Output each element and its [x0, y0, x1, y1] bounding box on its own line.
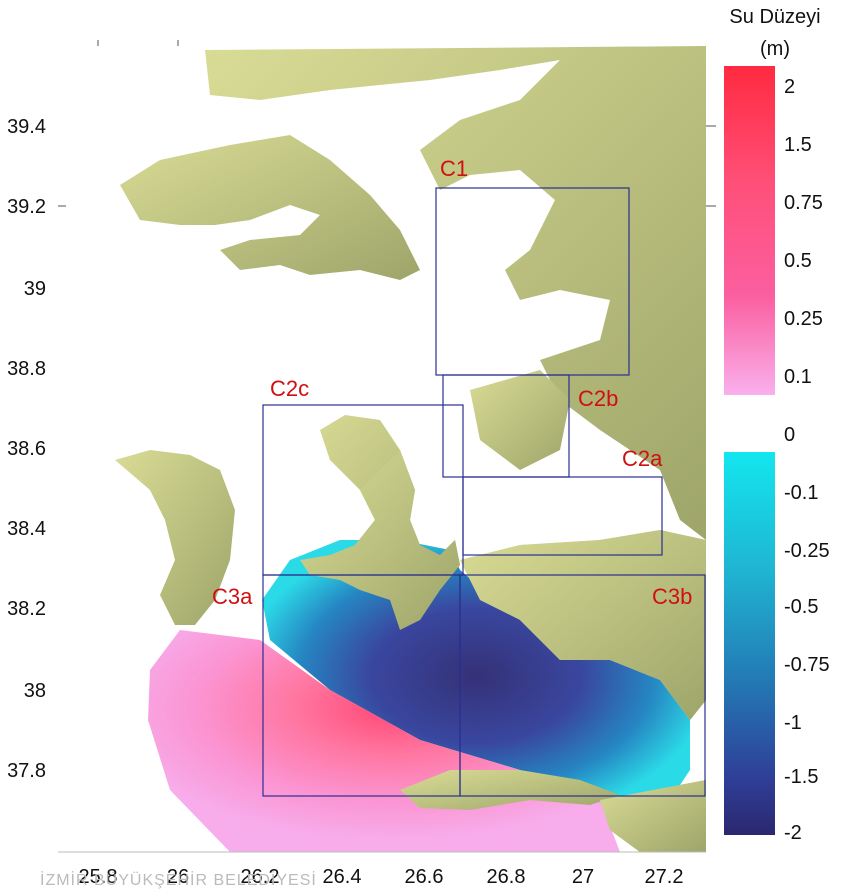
y-tick-label: 39 — [23, 278, 46, 300]
colorbar-label: -2 — [784, 822, 802, 844]
colorbar-label: -1.5 — [784, 766, 819, 788]
label-c3b: C3b — [652, 584, 693, 609]
x-tick-label: 26.8 — [486, 866, 526, 888]
x-tick-label: 25.8 — [78, 866, 118, 888]
colorbar-label: -0.25 — [784, 540, 830, 562]
colorbar-label: 2 — [784, 76, 796, 98]
x-tick-label: 26.2 — [240, 866, 280, 888]
label-c2b: C2b — [578, 386, 619, 411]
negative-colorbar — [724, 452, 775, 835]
land-overlays — [300, 450, 706, 852]
y-tick-label: 39.4 — [7, 116, 46, 138]
label-c1: C1 — [440, 156, 469, 181]
mainland-north — [205, 46, 706, 540]
x-tick-label: 26 — [166, 866, 190, 888]
y-tick-label: 38.2 — [7, 598, 46, 620]
x-tick-label: 27 — [571, 866, 595, 888]
colorbar-label: -0.1 — [784, 482, 819, 504]
label-c3a: C3a — [212, 584, 253, 609]
label-c2a: C2a — [622, 446, 663, 471]
mainland-central — [470, 370, 570, 470]
x-tick-label: 26.6 — [404, 866, 444, 888]
box-c2a — [462, 476, 663, 556]
colorbar-label: 0.1 — [784, 366, 812, 388]
label-c2c: C2c — [270, 376, 310, 401]
colorbar-label: 0.5 — [784, 250, 812, 272]
x-tick-label: 27.2 — [644, 866, 684, 888]
legend-unit: (m) — [760, 38, 790, 60]
y-tick-label: 39.2 — [7, 196, 46, 218]
ticks — [58, 40, 716, 853]
x-tick-label: 26.4 — [322, 866, 362, 888]
colorbar-label: 0 — [784, 424, 796, 446]
colorbar-label: -1 — [784, 712, 802, 734]
box-c3b — [459, 574, 706, 797]
colorbar-label: 1.5 — [784, 134, 812, 156]
y-tick-label: 38.8 — [7, 358, 46, 380]
lesvos-island — [120, 135, 420, 280]
y-tick-label: 38.6 — [7, 438, 46, 460]
chios-island — [115, 450, 235, 625]
colorbar-label: 0.25 — [784, 308, 823, 330]
domain-boxes — [262, 187, 706, 797]
positive-colorbar — [724, 66, 775, 395]
y-tick-label: 38.4 — [7, 518, 46, 540]
trough-zone — [262, 540, 690, 812]
colorbar-label: -0.5 — [784, 596, 819, 618]
y-tick-label: 38 — [23, 680, 46, 702]
legend-title: Su Düzeyi — [729, 6, 821, 28]
y-tick-label: 37.8 — [7, 760, 46, 782]
colorbar-label: -0.75 — [784, 654, 830, 676]
colorbar-label: 0.75 — [784, 192, 823, 214]
watermark: İZMİR BÜYÜKŞEHİR BELEDİYESİ — [40, 872, 317, 889]
